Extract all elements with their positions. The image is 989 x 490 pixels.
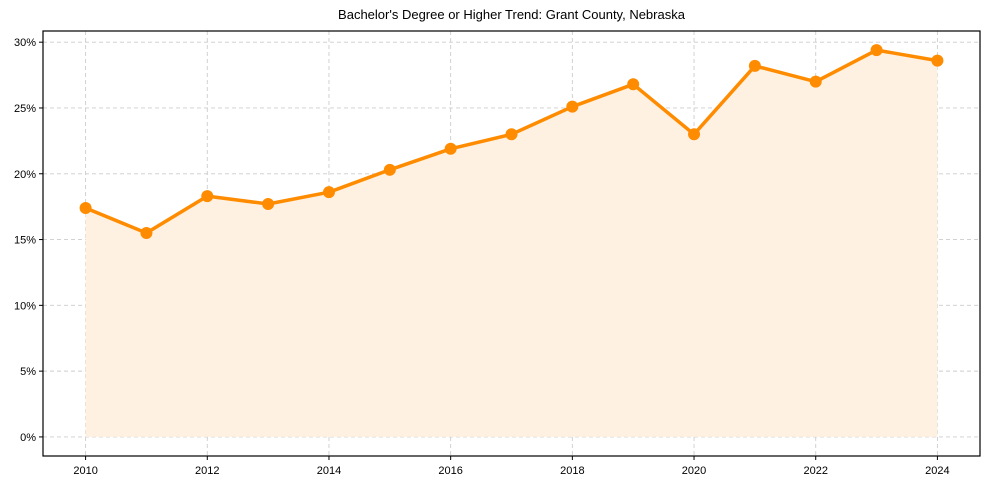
y-tick-label: 10% <box>14 300 36 312</box>
data-point-marker <box>383 163 396 176</box>
data-markers <box>79 44 944 239</box>
x-tick-label: 2014 <box>317 465 341 477</box>
y-tick-label: 20% <box>14 169 36 181</box>
y-tick-label: 15% <box>14 235 36 247</box>
x-tick-label: 2024 <box>925 465 949 477</box>
y-tick-label: 0% <box>20 432 36 444</box>
data-point-marker <box>505 128 518 141</box>
y-tick-label: 30% <box>14 37 36 49</box>
data-point-marker <box>444 142 457 155</box>
x-tick-label: 2018 <box>560 465 584 477</box>
data-point-marker <box>262 198 275 211</box>
x-tick-label: 2016 <box>438 465 462 477</box>
x-tick-label: 2010 <box>73 465 97 477</box>
y-tick-label: 5% <box>20 366 36 378</box>
data-point-marker <box>322 186 335 199</box>
area-fill <box>85 50 938 437</box>
chart-title: Bachelor's Degree or Higher Trend: Grant… <box>338 7 685 22</box>
data-point-marker <box>870 44 883 57</box>
y-tick-label: 25% <box>14 103 36 115</box>
data-point-marker <box>748 59 761 72</box>
x-tick-label: 2012 <box>195 465 219 477</box>
y-axis: 0% 5% 10% 15% 20% 25% 30% <box>14 37 43 444</box>
x-tick-label: 2020 <box>682 465 706 477</box>
data-point-marker <box>201 190 214 203</box>
x-tick-label: 2022 <box>803 465 827 477</box>
x-axis: 2010 2012 2014 2016 2018 2020 2022 2024 <box>73 456 950 477</box>
data-point-marker <box>566 100 579 113</box>
data-point-marker <box>931 54 944 67</box>
plot-frame <box>42 30 981 457</box>
data-point-marker <box>627 78 640 91</box>
data-point-marker <box>809 75 822 88</box>
data-point-marker <box>79 201 92 214</box>
data-point-marker <box>140 226 153 239</box>
data-point-marker <box>688 128 701 141</box>
